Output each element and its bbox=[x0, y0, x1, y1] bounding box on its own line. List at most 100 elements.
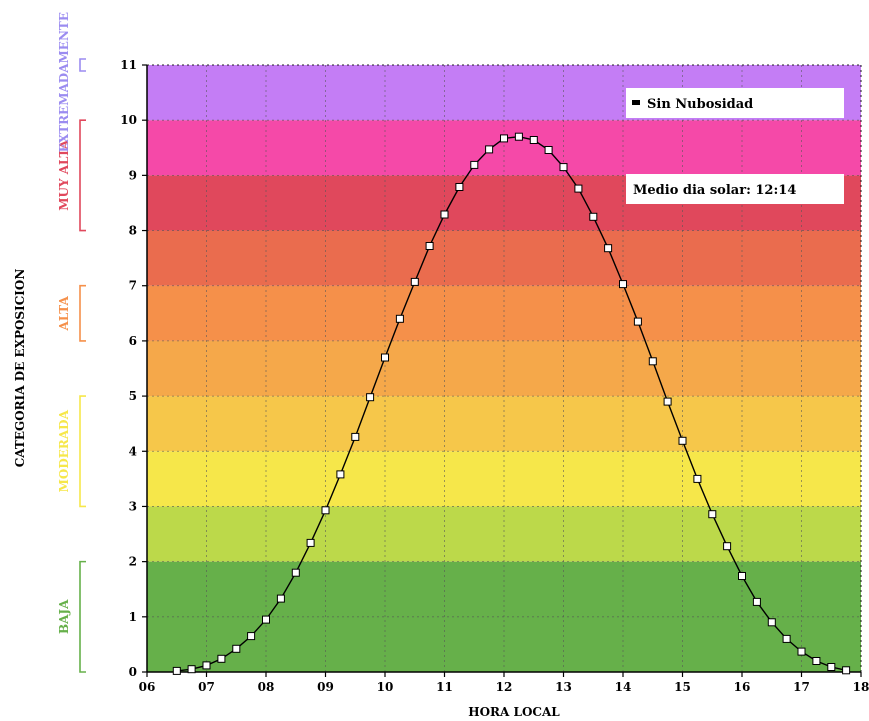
data-point-6 bbox=[262, 615, 270, 624]
category-bracket-4 bbox=[79, 58, 86, 72]
band-8 bbox=[147, 120, 861, 176]
data-point-24 bbox=[529, 136, 538, 144]
data-point-35 bbox=[693, 474, 702, 483]
data-point-27 bbox=[574, 184, 583, 193]
y-tick-label-0: 0 bbox=[129, 665, 137, 679]
data-point-12 bbox=[351, 432, 360, 441]
data-point-25 bbox=[544, 146, 553, 154]
x-tick-label-14: 14 bbox=[615, 680, 632, 694]
data-point-36 bbox=[708, 510, 717, 519]
data-point-44 bbox=[827, 663, 836, 671]
data-point-33 bbox=[663, 397, 672, 406]
x-tick-label-15: 15 bbox=[674, 680, 691, 694]
annotation-box bbox=[626, 174, 844, 204]
y-tick-label-8: 8 bbox=[129, 224, 137, 238]
data-point-11 bbox=[336, 470, 345, 479]
data-point-22 bbox=[500, 134, 508, 143]
data-point-9 bbox=[306, 538, 315, 547]
x-tick-label-16: 16 bbox=[734, 680, 751, 694]
data-point-43 bbox=[812, 657, 821, 665]
y-tick-label-10: 10 bbox=[120, 113, 137, 127]
data-point-2 bbox=[202, 661, 211, 670]
annotation-text: Medio dia solar: 12:14 bbox=[633, 183, 796, 198]
x-axis-title: HORA LOCAL bbox=[468, 705, 560, 719]
data-point-41 bbox=[782, 634, 791, 643]
x-tick-label-08: 08 bbox=[258, 680, 275, 694]
category-bracket-1 bbox=[79, 395, 86, 508]
data-point-13 bbox=[366, 393, 375, 402]
y-tick-label-1: 1 bbox=[129, 610, 137, 624]
x-tick-label-18: 18 bbox=[853, 680, 869, 694]
category-bracket-2 bbox=[79, 284, 86, 342]
data-point-4 bbox=[232, 644, 241, 653]
series-line-0 bbox=[176, 135, 847, 672]
annotation: Medio dia solar: 12:14 bbox=[626, 174, 844, 204]
band-1 bbox=[147, 506, 861, 562]
y-axis-ticks: 0 1 2 3 4 5 6 7 8 9 10 11 bbox=[120, 58, 147, 679]
y-tick-label-9: 9 bbox=[129, 168, 137, 182]
data-point-3 bbox=[217, 654, 226, 663]
data-point-8 bbox=[291, 568, 300, 577]
data-point-28 bbox=[589, 212, 598, 221]
data-point-19 bbox=[455, 183, 464, 191]
y-tick-label-5: 5 bbox=[129, 389, 137, 403]
data-point-32 bbox=[648, 357, 657, 366]
x-tick-label-12: 12 bbox=[496, 680, 513, 694]
y-tick-label-7: 7 bbox=[129, 279, 137, 293]
x-axis-ticks: 06 07 08 09 10 11 12 13 14 15 16 17 18 bbox=[139, 672, 869, 694]
data-point-39 bbox=[752, 597, 761, 606]
band-3 bbox=[147, 396, 861, 452]
legend-marker-icon bbox=[632, 100, 640, 105]
category-label-4: EXTREMADAMENTE bbox=[57, 12, 71, 152]
category-bracket-0 bbox=[79, 560, 86, 673]
data-point-1 bbox=[187, 665, 196, 674]
band-5 bbox=[147, 285, 861, 341]
category-label-1: MODERADA bbox=[57, 409, 71, 492]
band-4 bbox=[147, 340, 861, 397]
data-point-10 bbox=[321, 506, 330, 515]
data-point-5 bbox=[247, 632, 256, 641]
data-point-29 bbox=[604, 244, 613, 253]
x-tick-label-11: 11 bbox=[436, 680, 453, 694]
data-point-23 bbox=[514, 132, 523, 141]
legend-label: Sin Nubosidad bbox=[647, 97, 753, 112]
data-point-40 bbox=[767, 618, 776, 627]
band-6 bbox=[147, 230, 861, 286]
data-point-0 bbox=[172, 666, 181, 675]
data-point-7 bbox=[276, 594, 285, 603]
x-tick-label-10: 10 bbox=[377, 680, 394, 694]
legend: Sin Nubosidad bbox=[626, 88, 844, 118]
data-point-14 bbox=[381, 353, 389, 362]
legend-box bbox=[626, 88, 844, 118]
y-tick-label-11: 11 bbox=[120, 58, 137, 72]
data-point-34 bbox=[678, 436, 687, 445]
data-point-17 bbox=[425, 242, 434, 250]
x-tick-label-06: 06 bbox=[139, 680, 156, 694]
band-2 bbox=[147, 451, 861, 507]
category-label-2: ALTA bbox=[57, 295, 71, 331]
data-point-30 bbox=[619, 280, 627, 289]
data-point-31 bbox=[633, 317, 642, 326]
data-point-18 bbox=[440, 210, 449, 219]
category-label-0: BAJA bbox=[57, 599, 71, 634]
data-point-15 bbox=[395, 314, 404, 323]
data-point-21 bbox=[485, 145, 494, 154]
category-bracket-3 bbox=[79, 119, 86, 232]
y-axis-title: CATEGORIA DE EXPOSICION bbox=[13, 269, 27, 468]
y-tick-label-6: 6 bbox=[129, 334, 137, 348]
x-tick-label-07: 07 bbox=[198, 680, 215, 694]
y-tick-label-3: 3 bbox=[129, 499, 137, 513]
data-point-20 bbox=[470, 160, 479, 169]
data-point-45 bbox=[842, 666, 851, 675]
data-point-26 bbox=[559, 163, 568, 172]
data-point-37 bbox=[723, 542, 732, 551]
x-tick-label-09: 09 bbox=[317, 680, 334, 694]
y-tick-label-4: 4 bbox=[129, 444, 137, 458]
data-point-38 bbox=[738, 572, 746, 580]
data-point-42 bbox=[797, 647, 806, 656]
x-tick-label-13: 13 bbox=[555, 680, 572, 694]
category-label-3: MUY ALTA bbox=[57, 139, 71, 211]
series-sin-nubosidad bbox=[172, 132, 851, 675]
